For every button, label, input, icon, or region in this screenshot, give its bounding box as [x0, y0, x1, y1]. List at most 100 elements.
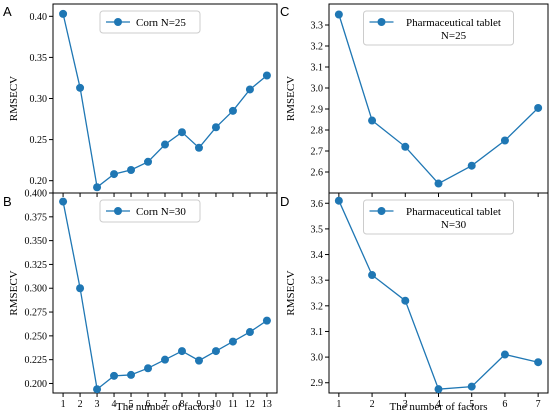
data-point: [334, 196, 343, 205]
legend-marker: [377, 18, 386, 26]
y-tick-label: 0.300: [25, 284, 48, 295]
y-tick-label: 3.2: [311, 42, 324, 53]
x-tick-label: 2: [78, 399, 83, 410]
x-tick-label: 1: [61, 399, 66, 410]
legend-label: Corn N=25: [136, 17, 186, 29]
data-point: [334, 10, 343, 19]
y-tick-label: 3.1: [311, 327, 324, 338]
y-tick-label: 2.9: [311, 378, 324, 389]
y-tick-label: 0.400: [25, 189, 48, 200]
data-point: [177, 128, 186, 137]
data-point: [500, 136, 509, 145]
data-point: [262, 71, 271, 80]
data-point: [161, 355, 169, 364]
x-tick-label: 3: [403, 399, 408, 410]
legend-marker: [114, 18, 122, 26]
data-point: [93, 183, 102, 192]
x-tick-label: 6: [502, 399, 507, 410]
data-point: [76, 284, 85, 293]
y-tick-label: 3.2: [311, 301, 324, 312]
y-tick-label: 3.6: [311, 199, 324, 210]
data-point: [127, 370, 136, 379]
data-point: [177, 347, 186, 356]
data-point: [194, 143, 203, 152]
y-tick-label: 2.6: [311, 168, 324, 179]
y-axis-label: RMSECV: [8, 270, 20, 315]
data-point: [127, 165, 136, 174]
y-tick-label: 0.35: [30, 53, 48, 64]
y-tick-label: 0.350: [25, 236, 48, 247]
panel-letter: C: [280, 4, 289, 19]
y-tick-label: 3.5: [311, 224, 324, 235]
data-point: [534, 358, 543, 367]
data-point: [534, 103, 543, 112]
x-tick-label: 7: [536, 399, 541, 410]
x-tick-label: 3: [95, 399, 100, 410]
legend-label: N=25: [441, 30, 467, 42]
y-tick-label: 3.0: [311, 353, 324, 364]
data-point: [144, 364, 153, 373]
x-tick-label: 5: [469, 399, 474, 410]
x-axis-label: The number of factors: [389, 401, 487, 413]
y-tick-label: 0.275: [25, 308, 48, 319]
panel-d: 2.9 3.0 3.1 3.2 3.3 3.4 3.5 3.6 1 2 3 4 5 6 7 RMSECV The…: [280, 192, 549, 413]
y-axis-label: RMSECV: [8, 76, 20, 121]
data-point: [211, 347, 220, 356]
x-tick-label: 2: [370, 399, 375, 410]
y-tick-label: 0.225: [25, 355, 48, 366]
y-tick-label: 3.0: [311, 84, 324, 95]
legend-label: Pharmaceutical tablet: [406, 206, 501, 218]
legend-label: N=30: [441, 219, 467, 231]
x-tick-label: 4: [112, 399, 117, 410]
y-tick-label: 0.30: [30, 94, 48, 105]
x-axis-label: The number of factors: [116, 401, 214, 413]
legend-marker: [114, 207, 122, 215]
data-point: [110, 170, 119, 179]
panel-letter: D: [280, 194, 289, 209]
data-point: [434, 179, 443, 188]
y-tick-label: 0.250: [25, 331, 48, 342]
data-point: [144, 157, 153, 166]
x-tick-label: 10: [211, 399, 221, 410]
data-point: [368, 271, 377, 280]
y-tick-label: 0.40: [30, 12, 48, 23]
y-tick-label: 3.4: [311, 250, 324, 261]
data-point: [228, 337, 237, 346]
data-point: [434, 385, 443, 394]
x-tick-label: 6: [146, 399, 151, 410]
data-point: [76, 83, 85, 92]
y-tick-label: 3.3: [311, 21, 324, 32]
panel-c: 2.6 2.7 2.8 2.9 3.0 3.1 3.2 3.3 RMSECV C Pharmaceu…: [280, 3, 549, 197]
x-tick-label: 9: [196, 399, 201, 410]
data-point: [59, 9, 68, 18]
data-point: [93, 385, 102, 394]
y-tick-label: 3.3: [311, 276, 324, 287]
data-point: [401, 296, 410, 305]
legend: Corn N=30: [99, 199, 201, 223]
legend-box: [99, 199, 201, 223]
panel-letter: B: [3, 194, 12, 209]
legend-marker: [377, 207, 386, 215]
data-point: [467, 382, 476, 391]
y-axis-label: RMSECV: [285, 270, 297, 315]
x-tick-label: 5: [129, 399, 134, 410]
legend: Corn N=25: [99, 10, 201, 34]
y-tick-label: 2.7: [311, 147, 324, 158]
data-point: [245, 85, 254, 94]
x-tick-label: 11: [228, 399, 238, 410]
data-point: [228, 106, 237, 115]
y-tick-label: 0.375: [25, 212, 48, 223]
x-tick-label: 12: [245, 399, 255, 410]
panel-letter: A: [3, 4, 12, 19]
legend-box: [363, 10, 514, 46]
x-tick-label: 1: [336, 399, 341, 410]
data-point: [401, 142, 410, 151]
panel-b: 0.200 0.225 0.250 0.275 0.300 0.325 0.350 0.375…: [3, 189, 278, 413]
panel-a: 0.20 0.25 0.30 0.35 0.40 RMSECV A Corn N=25: [3, 3, 278, 197]
y-tick-label: 0.20: [30, 176, 48, 187]
y-tick-label: 2.9: [311, 105, 324, 116]
y-tick-label: 0.200: [25, 379, 48, 390]
